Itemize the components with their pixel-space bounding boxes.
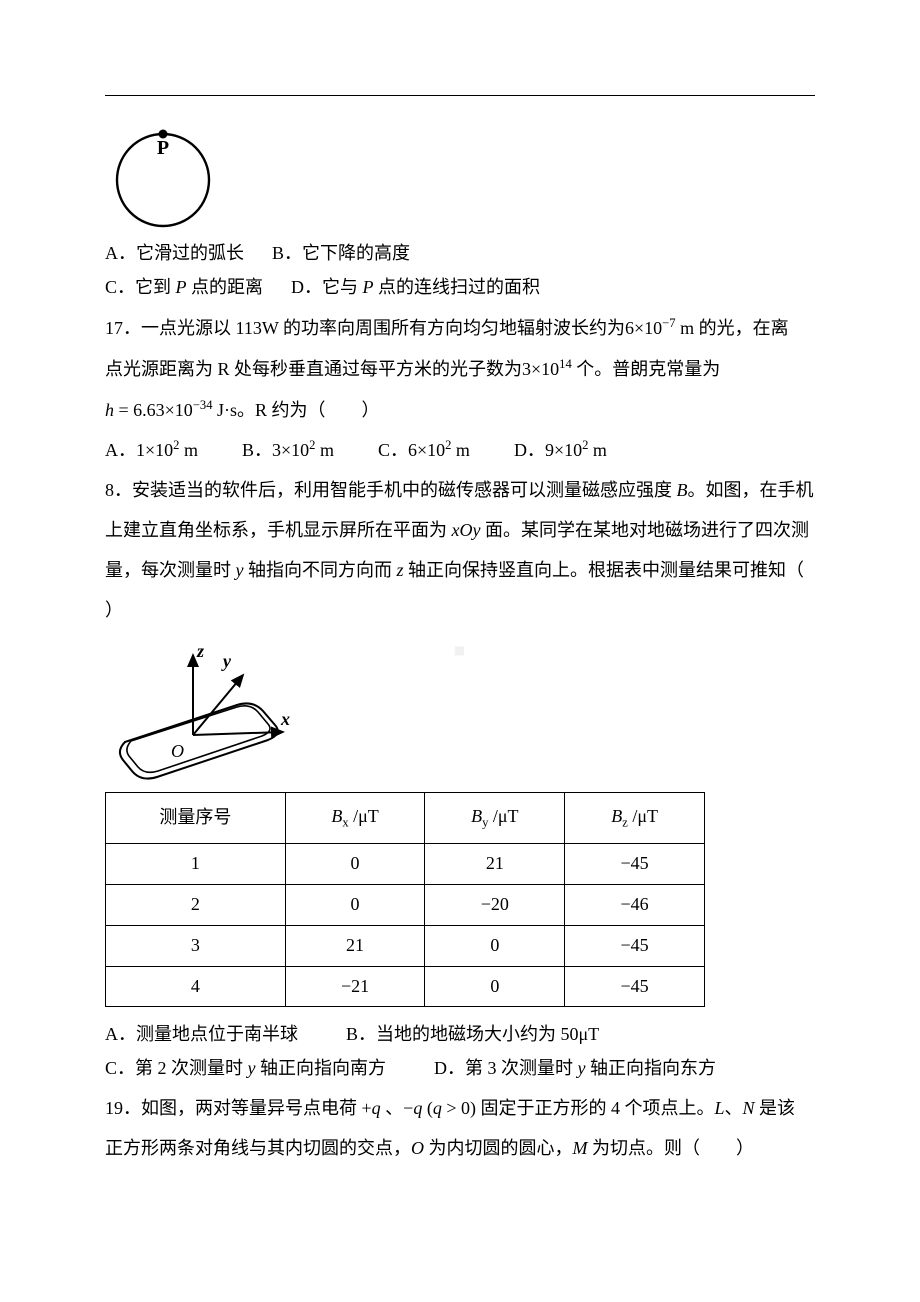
table-row: 20−20−46	[106, 884, 705, 925]
q17-line3: h = h = 6.63×106.63×10−34 J·s。R 约为（ ）	[105, 396, 815, 425]
th-bz: Bz /μT	[565, 792, 705, 843]
q8-options-row1: A．测量地点位于南半球 B．当地的地磁场大小约为 50μT	[105, 1021, 815, 1049]
q8-options-row2: C．第 2 次测量时 y 轴正向指向南方 D．第 3 次测量时 y 轴正向指向东…	[105, 1055, 815, 1083]
q17-option-b: B．3×102 m	[242, 436, 334, 465]
page-top-rule	[105, 95, 815, 96]
q19-p1: 19．如图，两对等量异号点电荷 +q 、−q (q > 0) 固定于正方形的 4…	[105, 1095, 815, 1123]
prev-options-row1: A．它滑过的弧长 B．它下降的高度	[105, 240, 815, 268]
prev-options-row2: C．它到 P 点的距离 D．它与 P 点的连线扫过的面积	[105, 274, 815, 302]
circle-point-label: P	[157, 137, 169, 159]
axis-z-label: z	[196, 641, 204, 661]
q8-option-c: C．第 2 次测量时 y 轴正向指向南方	[105, 1055, 386, 1083]
q8-p4: ）	[105, 597, 815, 625]
measurement-table: 测量序号 Bx /μT By /μT Bz /μT 1021−45 20−20−…	[105, 792, 705, 1008]
q8-p3: 量，每次测量时 y 轴指向不同方向而 z 轴正向保持竖直向上。根据表中测量结果可…	[105, 557, 815, 585]
q17-options: A．1×102 m B．3×102 m C．6×102 m D．9×102 m	[105, 436, 815, 465]
q17-line2: 点光源距离为 R 处每秒垂直通过每平方米的光子数为3×1014 个。普朗克常量为	[105, 355, 815, 384]
prev-option-c: C．它到 P 点的距离	[105, 274, 263, 302]
prev-option-a: A．它滑过的弧长	[105, 240, 244, 268]
th-seq: 测量序号	[106, 792, 286, 843]
figure-phone-axes: O z y x	[105, 637, 815, 782]
figure-circle: P	[105, 120, 815, 230]
q17-option-a: A．1×102 m	[105, 436, 198, 465]
q8-p1: 8．安装适当的软件后，利用智能手机中的磁传感器可以测量磁感应强度 B。如图，在手…	[105, 477, 815, 505]
table-row: 3210−45	[106, 925, 705, 966]
q19-p2: 正方形两条对角线与其内切圆的交点，O 为内切圆的圆心，M 为切点。则（ ）	[105, 1135, 815, 1163]
q8-p2: 上建立直角坐标系，手机显示屏所在平面为 xOy 面。某同学在某地对地磁场进行了四…	[105, 517, 815, 545]
axis-x-label: x	[280, 709, 290, 729]
th-by: By /μT	[425, 792, 565, 843]
q17-option-c: C．6×102 m	[378, 436, 470, 465]
axis-y-label: y	[221, 651, 232, 671]
q17-option-d: D．9×102 m	[514, 436, 607, 465]
q8-option-b: B．当地的地磁场大小约为 50μT	[346, 1021, 599, 1049]
table-row: 1021−45	[106, 843, 705, 884]
q17-line1: 17．一点光源以 113W 的功率向周围所有方向均匀地辐射波长约为6×10−7 …	[105, 314, 815, 343]
q8-option-d: D．第 3 次测量时 y 轴正向指向东方	[434, 1055, 716, 1083]
table-row: 4−210−45	[106, 966, 705, 1007]
q8-option-a: A．测量地点位于南半球	[105, 1021, 298, 1049]
axis-o-label: O	[171, 741, 184, 761]
prev-option-b: B．它下降的高度	[272, 240, 410, 268]
prev-option-d: D．它与 P 点的连线扫过的面积	[291, 274, 540, 302]
th-bx: Bx /μT	[285, 792, 425, 843]
